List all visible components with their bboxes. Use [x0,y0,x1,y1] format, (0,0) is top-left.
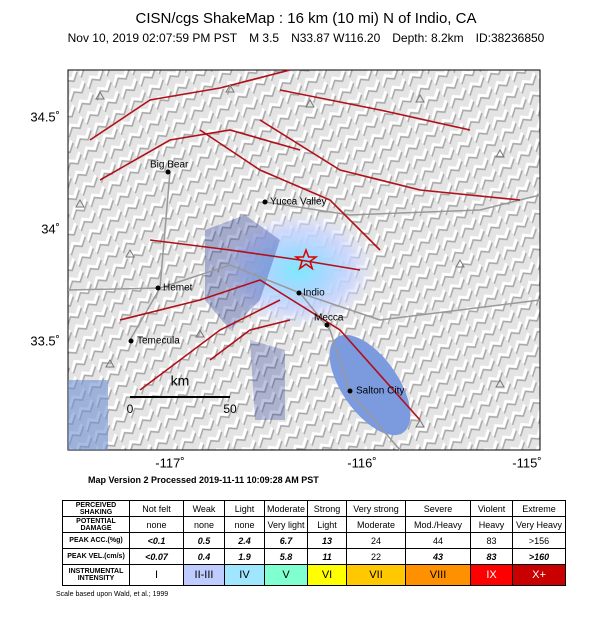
row-label: PEAK VEL.(cm/s) [62,548,130,565]
table-cell: V [263,564,309,586]
row-label: PERCEIVED SHAKING [62,500,130,517]
table-cell: Light [307,516,348,533]
detail: N33.87 W116.20 [291,31,381,45]
detail: ID:38236850 [475,31,545,45]
table-cell: IV [224,564,265,586]
city-label: Temecula [137,336,180,347]
table-cell: Very Heavy [512,516,567,533]
table-cell: Weak [183,500,225,517]
table-cell: 13 [307,532,348,549]
table-row: PERCEIVED SHAKING Not felt Weak Light Modera… [62,500,567,517]
ocean [68,380,108,450]
table-cell: >160 [512,548,567,565]
shaking-area [220,212,376,328]
details: Nov 10, 2019 02:07:59 PM PST M 3.5 N33.87 … [0,31,612,45]
table-cell: >156 [512,532,567,549]
detail: Depth: 8.2km [392,31,464,45]
table-row: PEAK ACC.(%g) <0.1 0.5 2.4 6.7 13 24 44 83 >156 [62,532,567,549]
table-cell: none [183,516,225,533]
city-label: Hemet [163,283,193,294]
table-cell: Mod./Heavy [405,516,472,533]
table-cell: VIII [405,564,472,586]
table-cell: X+ [512,564,567,586]
table-cell: II-III [183,564,225,586]
table-cell: none [129,516,184,533]
row-label: POTENTIAL DAMAGE [62,516,130,533]
table-cell: Extreme [512,500,567,517]
longitude-label: -115˚ [512,455,541,470]
table-cell: 6.7 [263,532,309,549]
table-cell: 83 [470,532,514,549]
table-row: PEAK VEL.(cm/s) <0.07 0.4 1.9 5.8 11 22 43 83 >16… [62,548,567,565]
table-cell: Moderate [346,516,407,533]
city-label: Big Bear [150,160,189,171]
table-cell: 44 [405,532,472,549]
row-label: PEAK ACC.(%g) [62,532,130,549]
table-cell: 1.9 [224,548,265,565]
stations [75,83,505,428]
table-cell: IX [470,564,514,586]
city-label: Indio [303,288,325,299]
city-markers [128,169,353,394]
table-cell: 0.4 [183,548,225,565]
table-cell: 83 [470,548,514,565]
table-cell: Heavy [470,516,514,533]
table-cell: VI [307,564,348,586]
latitude-label: 34˚ [41,221,60,236]
table-cell: I [129,564,184,586]
city-label: Mecca [314,313,344,324]
latitude-label: 34.5˚ [30,109,60,124]
footnote: Scale based upon Wald, et al.; 1999 [56,591,169,598]
city-label: Yucca Valley [270,197,327,208]
table-cell: Strong [307,500,348,517]
table-cell: none [224,516,265,533]
scale-label: 50 [223,402,237,416]
table-cell: 0.5 [183,532,225,549]
table-cell: 2.4 [224,532,265,549]
table-cell: Moderate [263,500,309,517]
scale-label: 0 [127,402,134,416]
city-label: Salton City [356,386,404,397]
shaded-mountains [250,340,285,420]
table-row: INSTRUMENTAL INTENSITY I II-III IV V VI VII VII… [62,564,567,586]
table-cell: 5.8 [263,548,309,565]
title: CISN/cgs ShakeMap : 16 km (10 mi) N of I… [135,10,477,27]
faults [89,69,521,421]
salton-sea [329,334,411,436]
table-cell: 43 [405,548,472,565]
epicenter [293,247,319,271]
table-cell: VII [346,564,407,586]
table-row: POTENTIAL DAMAGE none none none Very light Li… [62,516,567,533]
table-cell: <0.07 [129,548,184,565]
detail: M 3.5 [249,31,280,45]
detail: Nov 10, 2019 02:07:59 PM PST [67,31,238,45]
row-label: INSTRUMENTAL INTENSITY [62,564,130,586]
table-cell: Very strong [346,500,407,517]
table-cell: 22 [346,548,407,565]
map-version: Map Version 2 Processed 2019-11-11 10:09… [88,475,319,485]
longitude-label: -116˚ [347,455,376,470]
table-cell: Severe [405,500,472,517]
table-cell: Not felt [129,500,184,517]
intensity-scale-table: PERCEIVED SHAKING Not felt Weak Light Modera… [62,500,567,586]
table-cell: Light [224,500,265,517]
table-cell: 24 [346,532,407,549]
longitude-label: -117˚ [155,455,184,470]
table-cell: 11 [307,548,348,565]
shaded-mountains [205,215,280,330]
scale-unit: km [171,373,190,389]
latitude-label: 33.5˚ [30,333,60,348]
table-cell: Very light [263,516,309,533]
table-cell: Violent [470,500,514,517]
table-cell: <0.1 [129,532,184,549]
